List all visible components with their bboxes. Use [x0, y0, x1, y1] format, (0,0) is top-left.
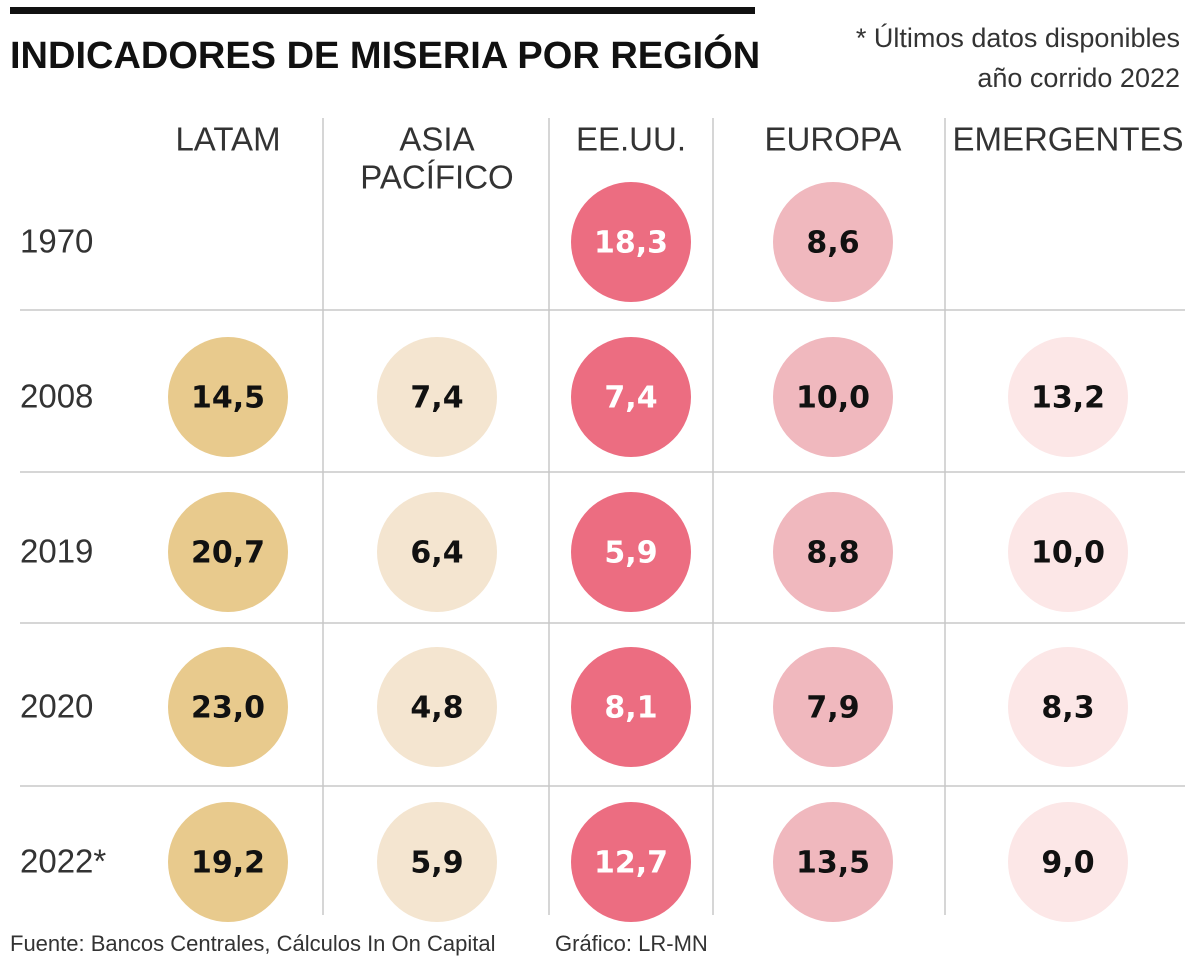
value-circle	[168, 647, 288, 767]
row-year: 2020	[20, 688, 93, 725]
value-label: 13,2	[1031, 381, 1105, 416]
value-circle	[377, 492, 497, 612]
value-circle	[1008, 647, 1128, 767]
value-circle	[773, 647, 893, 767]
value-label: 5,9	[410, 846, 463, 881]
value-circle	[377, 802, 497, 922]
value-label: 7,9	[806, 691, 859, 726]
note: * Últimos datos disponibles	[856, 22, 1180, 53]
value-label: 7,4	[604, 381, 657, 416]
value-label: 8,3	[1041, 691, 1094, 726]
value-circle	[571, 337, 691, 457]
value-label: 8,8	[806, 536, 859, 571]
value-circle	[168, 802, 288, 922]
value-label: 6,4	[410, 536, 463, 571]
value-circle	[1008, 492, 1128, 612]
source: Fuente: Bancos Centrales, Cálculos In On…	[10, 931, 495, 956]
value-label: 8,6	[806, 226, 859, 261]
credit: Gráfico: LR-MN	[555, 931, 708, 956]
value-label: 9,0	[1041, 846, 1094, 881]
column-header: EE.UU.	[576, 121, 686, 158]
value-circle	[1008, 802, 1128, 922]
value-circle	[1008, 337, 1128, 457]
value-circle	[773, 182, 893, 302]
top-bar	[10, 7, 755, 14]
value-label: 19,2	[191, 846, 265, 881]
value-label: 8,1	[604, 691, 657, 726]
value-circle	[773, 802, 893, 922]
note: año corrido 2022	[977, 63, 1180, 93]
value-label: 4,8	[410, 691, 463, 726]
column-header: PACÍFICO	[360, 159, 513, 196]
value-label: 18,3	[594, 226, 668, 261]
row-year: 2008	[20, 378, 93, 415]
column-header: ASIA	[399, 121, 474, 158]
value-circle	[377, 337, 497, 457]
value-circle	[168, 337, 288, 457]
title: INDICADORES DE MISERIA POR REGIÓN	[10, 33, 760, 77]
value-label: 5,9	[604, 536, 657, 571]
column-header: EMERGENTES	[952, 121, 1183, 158]
value-circle	[571, 647, 691, 767]
value-label: 23,0	[191, 691, 265, 726]
value-circle	[773, 492, 893, 612]
value-circle	[571, 182, 691, 302]
row-year: 2022*	[20, 843, 106, 880]
row-year: 1970	[20, 223, 93, 260]
value-label: 13,5	[796, 846, 870, 881]
value-label: 14,5	[191, 381, 265, 416]
value-label: 10,0	[796, 381, 870, 416]
value-circle	[168, 492, 288, 612]
value-circle	[377, 647, 497, 767]
value-label: 12,7	[594, 846, 668, 881]
value-circle	[773, 337, 893, 457]
value-label: 7,4	[410, 381, 463, 416]
column-header: EUROPA	[765, 121, 902, 158]
column-header: LATAM	[175, 121, 280, 158]
value-circle	[571, 802, 691, 922]
value-circle	[571, 492, 691, 612]
value-label: 20,7	[191, 536, 265, 571]
row-year: 2019	[20, 533, 93, 570]
value-label: 10,0	[1031, 536, 1105, 571]
